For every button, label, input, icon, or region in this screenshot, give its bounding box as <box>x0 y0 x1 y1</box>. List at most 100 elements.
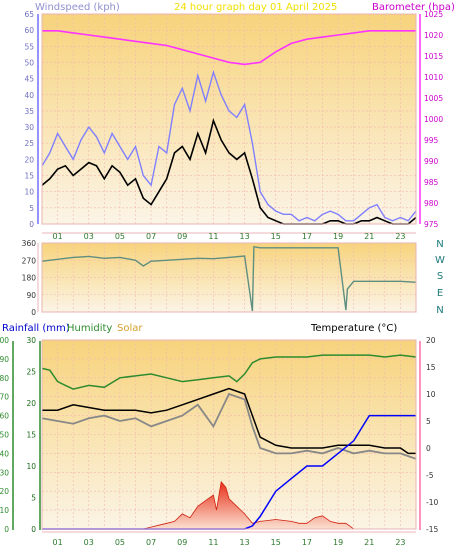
x-tick-label: 05 <box>115 232 125 241</box>
humidity-label: Humidity <box>67 323 112 334</box>
baro-tick-label: 980 <box>424 199 439 208</box>
temp-tick-label: -5 <box>426 471 434 480</box>
direction-tick-label: 180 <box>22 274 37 283</box>
baro-axis-label: Barometer (hpa) <box>372 2 455 13</box>
baro-tick-label: 1020 <box>424 31 443 40</box>
wind-tick-label: 35 <box>24 107 34 116</box>
wind-tick-label: 25 <box>24 139 34 148</box>
rain-plot-frame <box>41 339 417 530</box>
wind-tick-label: 15 <box>24 172 34 181</box>
apparent-temp-line <box>41 392 417 460</box>
x-tick-label: 15 <box>271 232 281 241</box>
x-tick-label: 13 <box>239 538 249 547</box>
direction-tick-label: 270 <box>22 256 37 265</box>
wind-tick-label: 50 <box>24 58 34 67</box>
x-tick-label: 07 <box>146 538 156 547</box>
compass-label: N <box>436 305 443 316</box>
x-tick-label: 03 <box>84 538 94 547</box>
wind-tick-label: 55 <box>24 42 34 51</box>
barometer-line <box>42 30 416 66</box>
humidity-tick-label: 0 <box>4 525 9 534</box>
humidity-tick-label: 30 <box>0 468 9 477</box>
temp-tick-label: 5 <box>426 417 431 426</box>
baro-tick-label: 985 <box>424 178 439 187</box>
rain-tick-label: 10 <box>26 462 36 471</box>
humidity-tick-label: 70 <box>0 393 9 402</box>
x-tick-label: 17 <box>302 232 312 241</box>
x-tick-label: 11 <box>208 232 218 241</box>
x-tick-label: 23 <box>395 232 405 241</box>
baro-tick-label: 1010 <box>424 73 443 82</box>
humidity-tick-label: 50 <box>0 431 9 440</box>
rainfall-label: Rainfall (mm) <box>2 323 70 334</box>
rain-tick-label: 0 <box>31 525 36 534</box>
rain-tick-label: 30 <box>26 336 36 345</box>
x-tick-label: 13 <box>239 232 249 241</box>
compass-label: E <box>437 288 443 299</box>
direction-tick-label: 360 <box>22 239 37 248</box>
baro-tick-label: 1005 <box>424 94 443 103</box>
rain-tick-label: 15 <box>26 431 36 440</box>
humidity-tick-label: 20 <box>0 487 9 496</box>
x-tick-label: 09 <box>177 232 187 241</box>
rain-tick-label: 5 <box>31 494 36 503</box>
temp-tick-label: -10 <box>426 498 438 507</box>
baro-tick-label: 990 <box>424 157 439 166</box>
compass-label: S <box>437 271 443 282</box>
wind-tick-label: 45 <box>24 75 34 84</box>
temp-tick-label: 10 <box>426 390 436 399</box>
wind-gust-line <box>41 69 417 222</box>
wind-tick-label: 30 <box>24 123 34 132</box>
baro-tick-label: 1015 <box>424 52 443 61</box>
direction-tick-label: 90 <box>26 291 36 300</box>
baro-tick-label: 995 <box>424 136 439 145</box>
wind-direction-line <box>41 245 417 312</box>
wind-tick-label: 40 <box>24 91 34 100</box>
rain-tick-label: 25 <box>26 368 36 377</box>
x-tick-label: 03 <box>84 232 94 241</box>
x-tick-label: 17 <box>302 538 312 547</box>
x-tick-label: 01 <box>52 538 62 547</box>
x-tick-label: 23 <box>395 538 405 547</box>
humidity-tick-label: 80 <box>0 374 9 383</box>
wind-tick-label: 5 <box>29 204 34 213</box>
humidity-tick-label: 100 <box>0 336 9 345</box>
baro-tick-label: 1025 <box>424 10 443 19</box>
wind-tick-label: 65 <box>24 10 34 19</box>
temp-tick-label: -15 <box>426 525 438 534</box>
wind-tick-label: 10 <box>24 188 34 197</box>
x-tick-label: 05 <box>115 538 125 547</box>
rainfall-line <box>42 414 416 530</box>
wind-plot-frame <box>41 13 417 225</box>
x-tick-label: 15 <box>271 538 281 547</box>
wind-tick-label: 20 <box>24 155 34 164</box>
direction-tick-label: 0 <box>31 308 36 317</box>
compass-label: W <box>435 255 445 266</box>
direction-plot-frame <box>41 242 417 313</box>
baro-tick-label: 1000 <box>424 115 443 124</box>
baro-tick-label: 975 <box>424 220 439 229</box>
temp-tick-label: 15 <box>426 363 436 372</box>
compass-label: N <box>436 239 443 250</box>
solar-area <box>42 480 416 530</box>
x-tick-label: 19 <box>333 232 343 241</box>
humidity-tick-label: 10 <box>0 506 9 515</box>
x-tick-label: 21 <box>364 232 374 241</box>
x-tick-label: 21 <box>364 538 374 547</box>
x-tick-label: 09 <box>177 538 187 547</box>
temperature-label: Temperature (°C) <box>310 323 397 334</box>
wind-tick-label: 0 <box>29 220 34 229</box>
x-tick-label: 19 <box>333 538 343 547</box>
x-tick-label: 01 <box>52 232 62 241</box>
temp-tick-label: 0 <box>426 444 431 453</box>
humidity-line <box>41 354 417 390</box>
wind-tick-label: 60 <box>24 26 34 35</box>
temp-tick-label: 20 <box>426 336 436 345</box>
x-tick-label: 07 <box>146 232 156 241</box>
x-tick-label: 11 <box>208 538 218 547</box>
chart-title: 24 hour graph day 01 April 2025 <box>174 2 337 13</box>
wind-axis-label: Windspeed (kph) <box>35 2 120 13</box>
humidity-tick-label: 90 <box>0 355 9 364</box>
temperature-line <box>42 387 416 455</box>
